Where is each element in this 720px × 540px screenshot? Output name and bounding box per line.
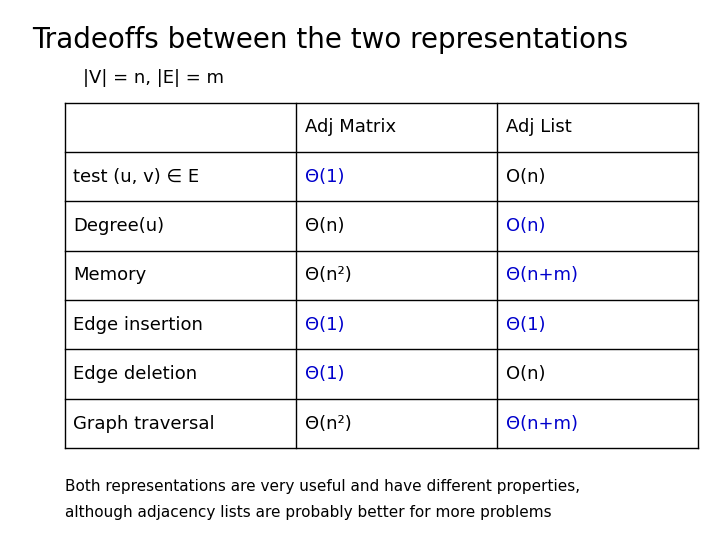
Text: Degree(u): Degree(u): [73, 217, 165, 235]
Text: Both representations are very useful and have different properties,: Both representations are very useful and…: [65, 478, 580, 494]
Text: Edge insertion: Edge insertion: [73, 316, 203, 334]
Text: Θ(1): Θ(1): [305, 365, 344, 383]
Text: Θ(1): Θ(1): [305, 167, 344, 186]
Text: Θ(1): Θ(1): [506, 316, 546, 334]
Text: Memory: Memory: [73, 266, 147, 285]
Text: Graph traversal: Graph traversal: [73, 415, 215, 433]
Text: test (u, v) ∈ E: test (u, v) ∈ E: [73, 167, 199, 186]
Text: Edge deletion: Edge deletion: [73, 365, 197, 383]
Text: O(n): O(n): [506, 365, 546, 383]
Text: O(n): O(n): [506, 167, 546, 186]
Text: Adj Matrix: Adj Matrix: [305, 118, 396, 136]
Text: O(n): O(n): [506, 217, 546, 235]
Text: Θ(n²): Θ(n²): [305, 415, 351, 433]
Text: Θ(n): Θ(n): [305, 217, 344, 235]
Text: Θ(1): Θ(1): [305, 316, 344, 334]
Text: Θ(n+m): Θ(n+m): [506, 266, 578, 285]
Text: Θ(n+m): Θ(n+m): [506, 415, 578, 433]
Text: |V| = n, |E| = m: |V| = n, |E| = m: [83, 69, 224, 87]
Text: Tradeoffs between the two representations: Tradeoffs between the two representation…: [32, 26, 629, 55]
Text: Θ(n²): Θ(n²): [305, 266, 351, 285]
Text: Adj List: Adj List: [506, 118, 572, 136]
Text: although adjacency lists are probably better for more problems: although adjacency lists are probably be…: [65, 505, 552, 521]
